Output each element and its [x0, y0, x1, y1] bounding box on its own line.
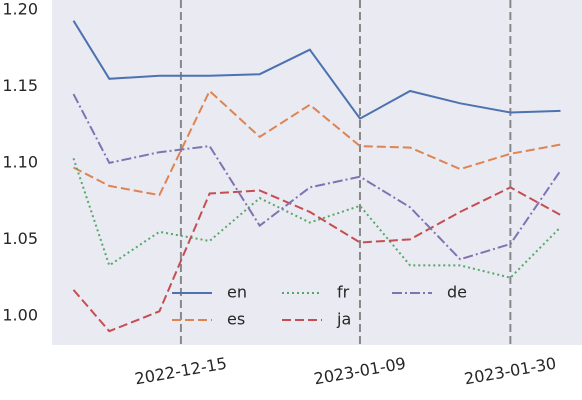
- legend-label: fr: [337, 283, 350, 302]
- legend-label: ja: [336, 310, 351, 329]
- plot-area: [52, 0, 582, 345]
- y-tick-label: 1.20: [2, 0, 38, 18]
- line-series: [72, 20, 561, 120]
- legend-label: en: [227, 283, 247, 302]
- line-series: [72, 186, 561, 333]
- line-series: [72, 157, 562, 279]
- legend-label: de: [447, 283, 467, 302]
- y-tick-label: 1.00: [2, 305, 38, 324]
- line-series: [73, 89, 561, 197]
- line-series: [72, 93, 562, 261]
- y-tick-label: 1.05: [2, 229, 38, 248]
- x-tick-label: 2023-01-30: [463, 354, 558, 389]
- y-tick-label: 1.15: [2, 76, 38, 95]
- legend-label: es: [227, 310, 245, 329]
- y-tick-label: 1.10: [2, 152, 38, 171]
- x-tick-label: 2022-12-15: [133, 354, 228, 389]
- x-tick-label: 2023-01-09: [312, 354, 407, 389]
